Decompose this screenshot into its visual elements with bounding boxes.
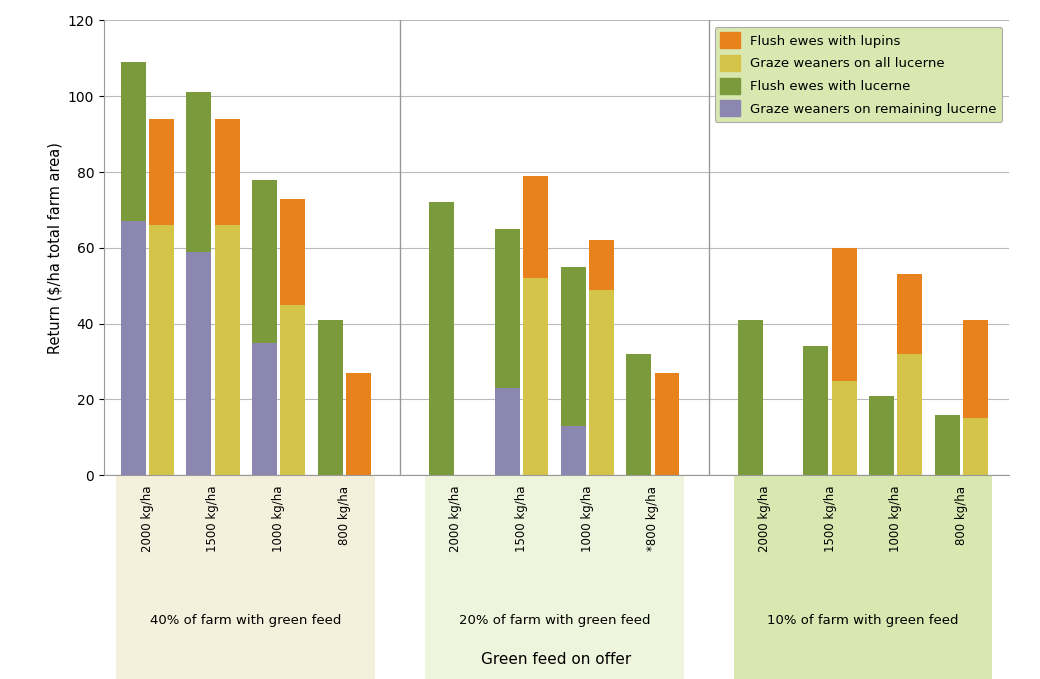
Bar xyxy=(832,248,857,380)
Bar xyxy=(589,289,614,475)
FancyBboxPatch shape xyxy=(733,475,992,679)
Bar xyxy=(346,373,371,475)
Bar xyxy=(186,92,211,252)
Bar xyxy=(963,320,988,418)
Bar xyxy=(121,62,146,221)
Bar xyxy=(252,180,277,343)
Bar xyxy=(252,343,277,475)
Bar xyxy=(430,202,454,475)
Bar xyxy=(281,305,306,475)
X-axis label: Green feed on offer: Green feed on offer xyxy=(482,653,631,667)
Legend: Flush ewes with lupins, Graze weaners on all lucerne, Flush ewes with lucerne, G: Flush ewes with lupins, Graze weaners on… xyxy=(714,27,1003,122)
Bar xyxy=(318,320,342,475)
Bar xyxy=(832,380,857,475)
Bar xyxy=(149,119,174,225)
Y-axis label: Return ($/ha total farm area): Return ($/ha total farm area) xyxy=(48,142,62,354)
Bar xyxy=(737,320,762,475)
Bar xyxy=(149,225,174,475)
Text: 20% of farm with green feed: 20% of farm with green feed xyxy=(459,614,650,627)
Bar xyxy=(935,415,960,475)
Bar xyxy=(495,388,520,475)
Bar xyxy=(186,252,211,475)
Bar xyxy=(803,346,828,475)
Bar xyxy=(561,426,586,475)
Bar xyxy=(898,354,922,475)
Bar xyxy=(214,225,239,475)
Bar xyxy=(654,373,679,475)
Bar xyxy=(626,354,651,475)
FancyBboxPatch shape xyxy=(116,475,375,679)
Bar xyxy=(869,396,894,475)
FancyBboxPatch shape xyxy=(425,475,683,679)
Bar xyxy=(561,267,586,426)
Bar xyxy=(523,176,548,278)
Bar xyxy=(121,221,146,475)
Text: 40% of farm with green feed: 40% of farm with green feed xyxy=(150,614,341,627)
Bar xyxy=(898,274,922,354)
Bar xyxy=(589,240,614,289)
Bar xyxy=(281,198,306,305)
Bar xyxy=(523,278,548,475)
Text: 10% of farm with green feed: 10% of farm with green feed xyxy=(768,614,959,627)
Bar xyxy=(963,418,988,475)
Bar xyxy=(495,229,520,388)
Bar xyxy=(214,119,239,225)
